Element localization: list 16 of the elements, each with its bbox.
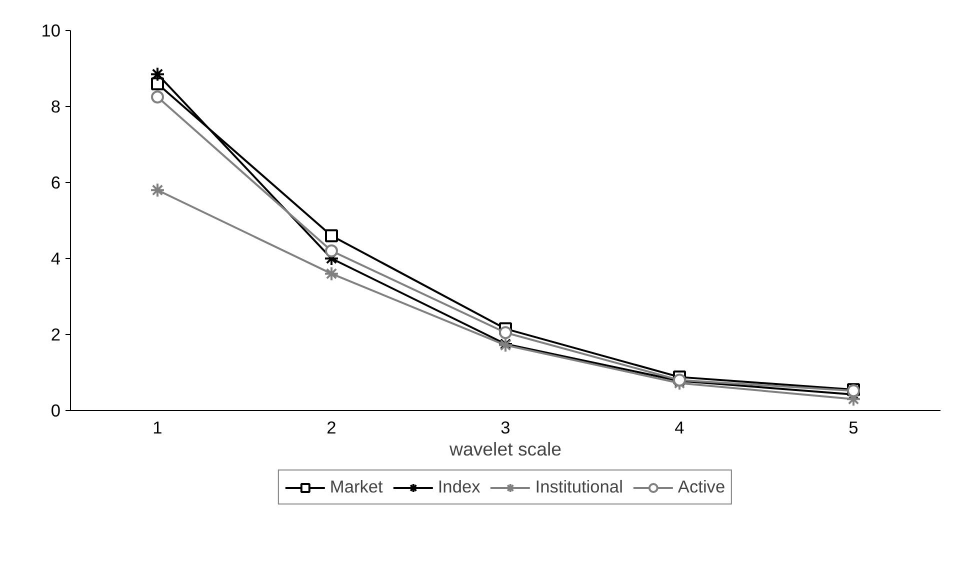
x-axis-title: wavelet scale [448,438,562,460]
legend-label: Institutional [535,476,623,498]
x-tick-label: 2 [326,418,336,438]
y-tick-label: 2 [50,324,61,344]
legend-label: Market [330,476,383,498]
x-tick-label: 1 [152,418,162,438]
y-tick-label: 0 [50,400,61,420]
y-tick-label: 8 [50,96,61,116]
legend-label: Active [678,476,726,498]
y-tick-label: 4 [50,248,61,268]
y-tick-label: 6 [50,172,61,192]
x-tick-label: 4 [674,418,685,438]
x-tick-label: 5 [848,418,858,438]
legend-label: Index [438,476,480,498]
x-tick-label: 3 [500,418,510,438]
y-tick-label: 10 [41,20,61,40]
